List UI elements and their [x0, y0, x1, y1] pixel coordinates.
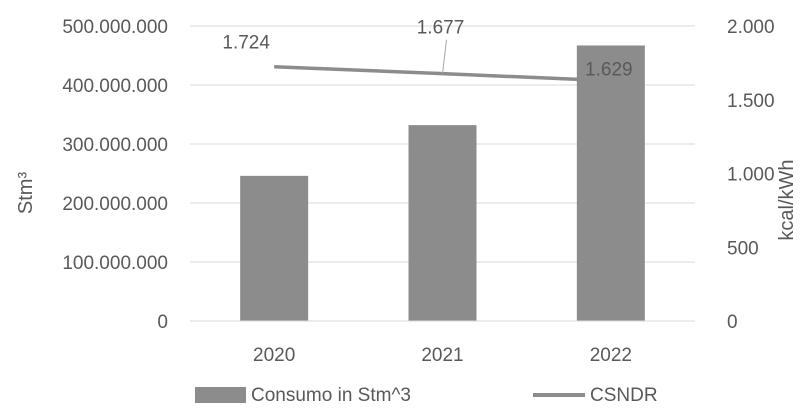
- right-tick-label: 500: [727, 238, 759, 259]
- left-tick-label: 200.000.000: [62, 194, 168, 215]
- data-label: 1.629: [585, 60, 633, 81]
- left-axis-ticks: 0 100.000.000 200.000.000 300.000.000 400.00…: [62, 17, 168, 333]
- line-series: 1.724 1.677 1.629: [222, 18, 633, 83]
- left-tick-label: 0: [157, 312, 168, 333]
- left-axis-title: Stm³: [15, 172, 37, 215]
- left-tick-label: 500.000.000: [62, 17, 168, 38]
- right-axis-title: kcal/kWh: [776, 159, 798, 240]
- right-tick-label: 0: [727, 312, 738, 333]
- x-axis-ticks: 2020 2021 2022: [253, 345, 632, 366]
- x-tick-label: 2022: [590, 345, 632, 366]
- x-tick-label: 2020: [253, 345, 295, 366]
- x-tick-label: 2021: [421, 345, 463, 366]
- left-tick-label: 300.000.000: [62, 135, 168, 156]
- bar: [408, 125, 477, 322]
- left-tick-label: 400.000.000: [62, 76, 168, 97]
- right-tick-label: 2.000: [727, 17, 775, 38]
- bar-series: [240, 45, 645, 322]
- legend: Consumo in Stm^3 CSNDR: [195, 385, 658, 406]
- right-tick-label: 1.500: [727, 91, 775, 112]
- right-axis-ticks: 0 500 1.000 1.500 2.000: [727, 17, 775, 333]
- legend-swatch-bar: [195, 387, 246, 403]
- data-label: 1.724: [222, 33, 270, 54]
- series-line: [274, 64, 611, 83]
- data-label-leader: [442, 39, 447, 74]
- data-label: 1.677: [417, 18, 465, 39]
- legend-label-line: CSNDR: [590, 385, 658, 403]
- left-tick-label: 100.000.000: [62, 253, 168, 274]
- right-tick-label: 1.000: [727, 165, 775, 186]
- bar: [576, 45, 645, 321]
- bar: [240, 175, 309, 321]
- legend-label-bar: Consumo in Stm^3: [251, 385, 411, 403]
